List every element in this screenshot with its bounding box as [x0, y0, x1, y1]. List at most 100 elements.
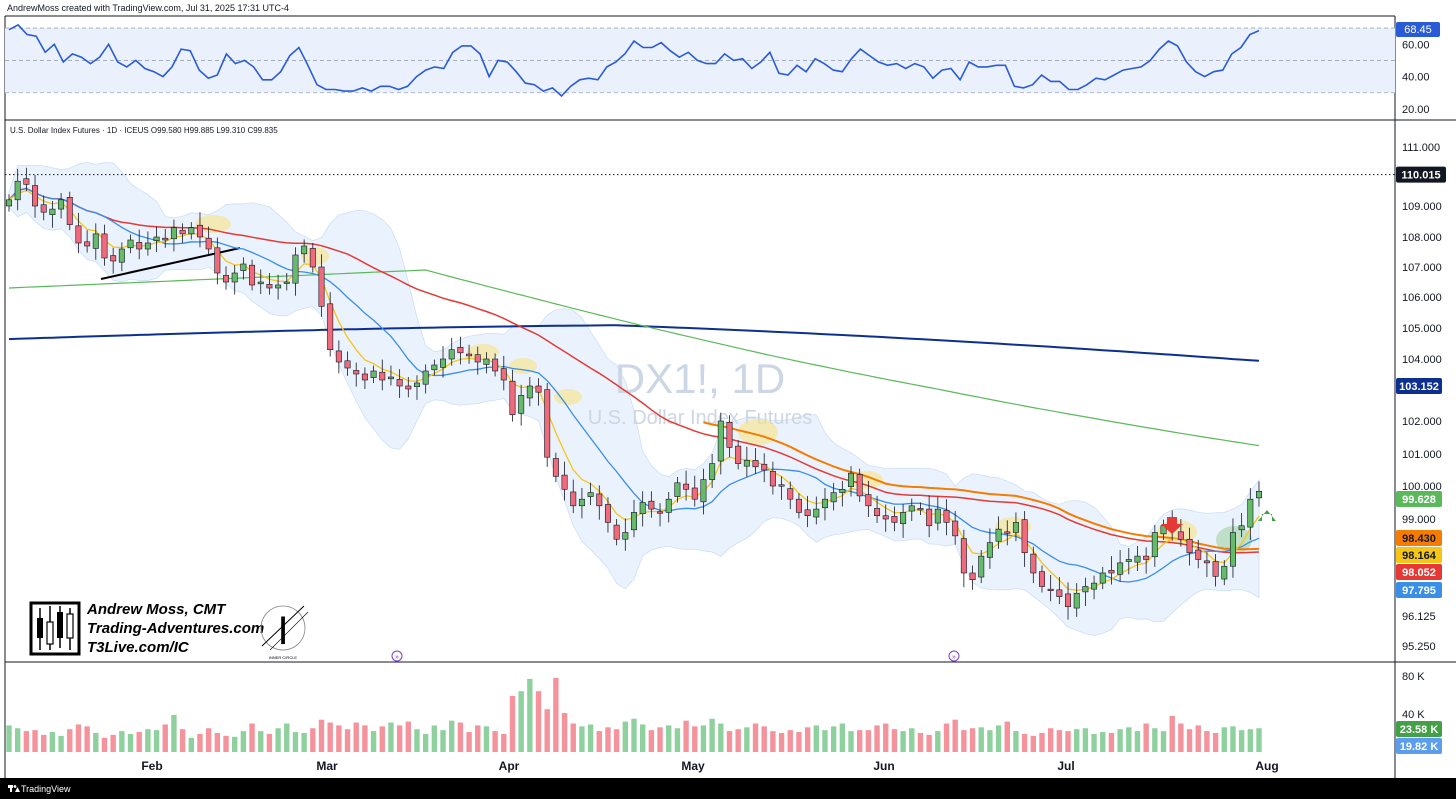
chart-frame [4, 15, 1456, 778]
volume-bar [865, 730, 872, 752]
volume-bar [978, 727, 984, 752]
candle-body [335, 350, 342, 363]
candle-body [596, 493, 603, 507]
volume-bar [883, 723, 889, 752]
candle-body [127, 239, 134, 249]
candle-body [874, 508, 881, 517]
rsi-tick-label: 20.00 [1402, 104, 1430, 116]
candle-body [1117, 562, 1124, 575]
candle-body [648, 500, 655, 510]
volume-label-value: 19.82 K [1400, 741, 1439, 753]
volume-bar [119, 731, 125, 752]
candle-body [544, 389, 551, 458]
candle-body [196, 224, 203, 238]
candle-body [188, 227, 195, 235]
candle-body [1108, 569, 1115, 574]
price-tick-label: 111.000 [1402, 142, 1440, 154]
candle-body [1012, 522, 1019, 533]
volume-bar [909, 728, 915, 752]
candle-body [214, 247, 221, 274]
candle-body [804, 509, 811, 517]
watermark-symbol: DX1!, 1D [615, 355, 785, 402]
candle-body [66, 197, 73, 225]
volume-bar [1143, 723, 1149, 752]
volume-bar [544, 709, 550, 752]
volume-bar [388, 722, 394, 752]
price-label-orange [1396, 530, 1442, 546]
candle-body [405, 385, 412, 390]
highlight-marker [509, 358, 537, 374]
volume-bar [266, 733, 273, 752]
rsi-line [8, 23, 1260, 98]
candle-body [361, 373, 368, 381]
volume-bar [1065, 731, 1071, 752]
time-tick-label: Feb [141, 759, 162, 773]
volume-bar [683, 720, 689, 752]
brand-block: Andrew Moss, CMT Trading-Adventures.com … [29, 601, 309, 660]
price-tick-label: 104.000 [1402, 354, 1442, 366]
footer-logo-text: TradingView [21, 784, 71, 794]
price-label-orange-value: 98.430 [1402, 533, 1436, 545]
volume-bar [127, 733, 134, 752]
candle-body [1203, 560, 1210, 564]
volume-bar [431, 725, 438, 752]
candle-body [40, 204, 47, 213]
volume-bar [1004, 721, 1010, 752]
volume-bar [67, 729, 73, 752]
volume-bar [553, 677, 559, 752]
candle-body [153, 236, 160, 241]
candle-body [144, 242, 151, 250]
volume-bar [1247, 729, 1254, 752]
candle-body [908, 505, 915, 512]
candle-body [613, 524, 620, 540]
volume-bar [153, 730, 160, 752]
candle-body [1082, 586, 1089, 593]
svg-text:»: » [395, 654, 399, 661]
volume-labels: 23.58 K 19.82 K [1396, 721, 1442, 754]
candle-body [821, 498, 828, 509]
volume-bar [813, 725, 819, 752]
volume-bar [1186, 729, 1193, 752]
candle-body [370, 370, 377, 378]
up-arrow-icon [1258, 510, 1276, 521]
volume-bar [674, 728, 681, 752]
footer-bar [0, 778, 1456, 799]
volume-bar [449, 720, 455, 752]
volume-bar [232, 736, 238, 752]
time-axis: Feb Mar Apr May Jun Jul Aug [141, 759, 1278, 773]
symbol-info: U.S. Dollar Index Futures · 1D · ICEUS O… [10, 126, 278, 135]
volume-bar [145, 729, 151, 752]
candle-body [344, 360, 351, 369]
volume-bar [292, 732, 299, 752]
volume-bar [770, 731, 776, 752]
volume-bar [370, 731, 377, 752]
volume-bar [761, 726, 767, 752]
volume-bar [874, 725, 880, 752]
orange-ma-line [703, 421, 1260, 551]
candle-body [813, 508, 820, 518]
candle-body [49, 208, 56, 215]
candlestick-logo-icon [29, 601, 81, 656]
candle-body [1030, 553, 1037, 574]
volume-bar [41, 734, 47, 752]
volume-bar [379, 726, 385, 752]
volume-bar [1152, 728, 1158, 752]
volume-bar [1021, 733, 1028, 752]
volume-bar [527, 678, 533, 752]
volume-bar [414, 729, 420, 752]
candle-body [639, 502, 646, 515]
candle-body [75, 225, 82, 244]
volume-bar [475, 725, 481, 752]
candle-body [101, 233, 108, 259]
volume-bar [822, 730, 828, 752]
candle-body [309, 248, 316, 268]
candle-body [743, 460, 750, 467]
candle-body [1056, 589, 1063, 597]
volume-bar [1204, 731, 1210, 752]
volume-bar [561, 713, 568, 752]
highlight-marker [467, 344, 499, 360]
candle-body [1143, 555, 1150, 560]
candle-body [969, 572, 976, 581]
volume-bar [891, 729, 898, 752]
volume-bar [718, 723, 724, 752]
